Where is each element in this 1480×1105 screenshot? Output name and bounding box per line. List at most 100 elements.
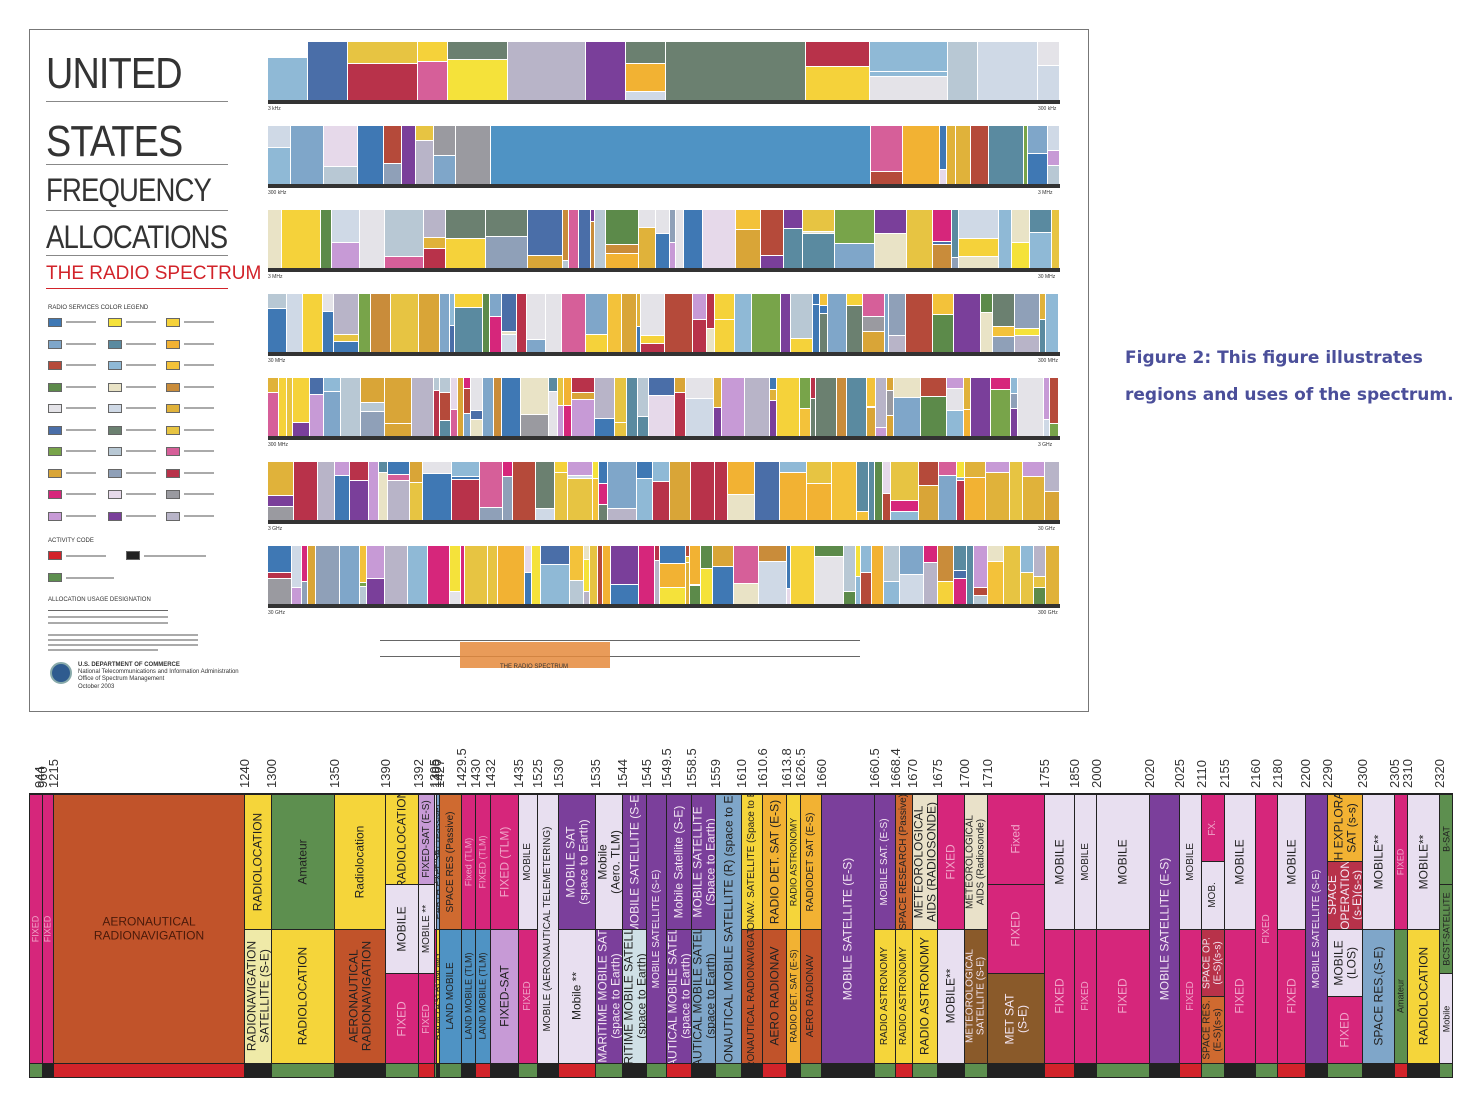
allocation-segment (525, 546, 532, 608)
allocation-segment (924, 546, 938, 608)
allocation-segment (811, 378, 816, 440)
allocation-segment (611, 546, 639, 608)
allocation-subsegment (686, 398, 713, 440)
allocation-block: AERO RADIONAV (763, 928, 786, 1063)
allocation-segment (335, 462, 350, 524)
allocation-segment (360, 546, 367, 608)
allocation-segment (598, 546, 603, 608)
legend-swatch (48, 425, 62, 435)
allocation-subsegment (418, 61, 447, 104)
allocation-subsegment (1050, 423, 1058, 440)
allocation-block: MOBILE SATELLITE (S-E) (623, 794, 646, 929)
activity-cell (476, 1064, 490, 1077)
allocation-block: SPACE RES.(S-E) (1363, 928, 1394, 1063)
allocation-segment (777, 378, 800, 440)
allocation-block: MOBILE (1045, 794, 1074, 929)
allocation-subsegment (572, 399, 594, 440)
allocation-segment (637, 462, 653, 524)
row-end-frequency: 300 kHz (1038, 106, 1057, 112)
allocation-service-label: MOBILE (1184, 842, 1196, 881)
allocation-block: AERO RADIONAV (801, 928, 821, 1063)
frequency-label: 1675 (930, 759, 945, 788)
activity-cell (30, 1064, 42, 1077)
legend-text-line (184, 471, 214, 474)
allocation-subsegment (988, 560, 1003, 608)
frequency-label: 1432 (483, 759, 498, 788)
allocation-segment (691, 462, 715, 524)
allocation-service-label: MOBILE SATELLITE (S-E) (1310, 869, 1322, 989)
allocation-segment (736, 210, 761, 272)
allocation-segment (638, 378, 649, 440)
allocation-service-label: MOBILE (521, 842, 533, 881)
allocation-subsegment (933, 313, 953, 356)
activity-cell (623, 1064, 646, 1077)
allocation-segment (448, 42, 508, 104)
allocation-segment (292, 546, 302, 608)
allocation-segment (755, 462, 780, 524)
title-rule (46, 164, 228, 165)
legend-swatch (108, 404, 122, 413)
allocation-subsegment (656, 233, 669, 272)
allocation-subsegment (939, 475, 956, 524)
allocation-band: MOBILE FIXED (1045, 794, 1075, 1063)
legend-text-line (184, 493, 214, 495)
allocation-subsegment (440, 419, 450, 440)
allocation-segment (884, 546, 900, 608)
frequency-label: 1660 (814, 759, 829, 788)
allocation-subsegment (348, 63, 417, 104)
allocation-subsegment (670, 242, 675, 272)
allocation-block: EARTH EXPL SAT (Passive) (437, 794, 439, 929)
activity-cell (440, 1064, 461, 1077)
allocation-subsegment (883, 492, 890, 524)
legend-text-line (66, 450, 96, 452)
allocation-subsegment (451, 409, 457, 440)
allocation-segment (1052, 210, 1060, 272)
title-rule (46, 210, 228, 211)
allocation-subsegment (637, 325, 640, 356)
allocation-segment (844, 546, 856, 608)
frequency-label: 1525 (530, 759, 545, 788)
frequency-label: 1435 (511, 759, 526, 788)
legend-swatch (166, 425, 180, 435)
allocation-segment (954, 294, 981, 356)
legend-swatch (166, 361, 180, 370)
legend-text-line (66, 428, 96, 431)
allocation-block: MOBILE** (938, 928, 964, 1063)
allocation-segment (715, 462, 728, 524)
allocation-block: MARITIME MOBILE SATELLITE (space to Eart… (623, 928, 646, 1063)
allocation-service-label: EARTH EXPL SAT (Passive) (437, 804, 439, 920)
allocation-subsegment (728, 493, 754, 524)
allocation-segment (455, 294, 483, 356)
activity-cell (1097, 1064, 1149, 1077)
allocation-subsegment (502, 333, 516, 356)
allocation-service-label: MOBILE SATELLITE (S-E) (627, 794, 642, 929)
allocation-service-label: FIXED (394, 1000, 409, 1037)
allocation-segment (294, 462, 318, 524)
allocation-segment (440, 378, 451, 440)
allocation-segment (599, 462, 608, 524)
allocation-segment (828, 294, 847, 356)
allocation-segment (268, 294, 287, 356)
row-end-frequency: 300 GHz (1038, 610, 1058, 616)
allocation-segment (690, 546, 701, 608)
allocation-service-label: MOBILE (1079, 842, 1091, 881)
allocation-subsegment (871, 170, 902, 188)
allocation-segment (384, 126, 402, 188)
allocation-segment (408, 546, 428, 608)
allocation-segment (440, 294, 450, 356)
allocation-subsegment (528, 255, 562, 272)
allocation-block: LAND MOBILE (TLM) (462, 928, 475, 1063)
legend-text-line (184, 428, 214, 431)
allocation-segment (579, 210, 591, 272)
activity-cell (519, 1064, 537, 1077)
allocation-segment (885, 294, 889, 356)
usage-table-line (48, 622, 168, 624)
allocation-subsegment (268, 577, 291, 608)
allocation-subsegment (480, 507, 502, 524)
row-end-frequency: 3 MHz (1038, 190, 1053, 196)
allocation-segment (1046, 294, 1059, 356)
allocation-service-label: MOBILE (AERONAUTICAL TELEMETERING) (541, 826, 553, 1032)
allocation-subsegment (360, 585, 366, 608)
allocation-band: MOBILE** RADIOLOCATION (1408, 794, 1440, 1063)
frequency-label: 2320 (1432, 759, 1447, 788)
